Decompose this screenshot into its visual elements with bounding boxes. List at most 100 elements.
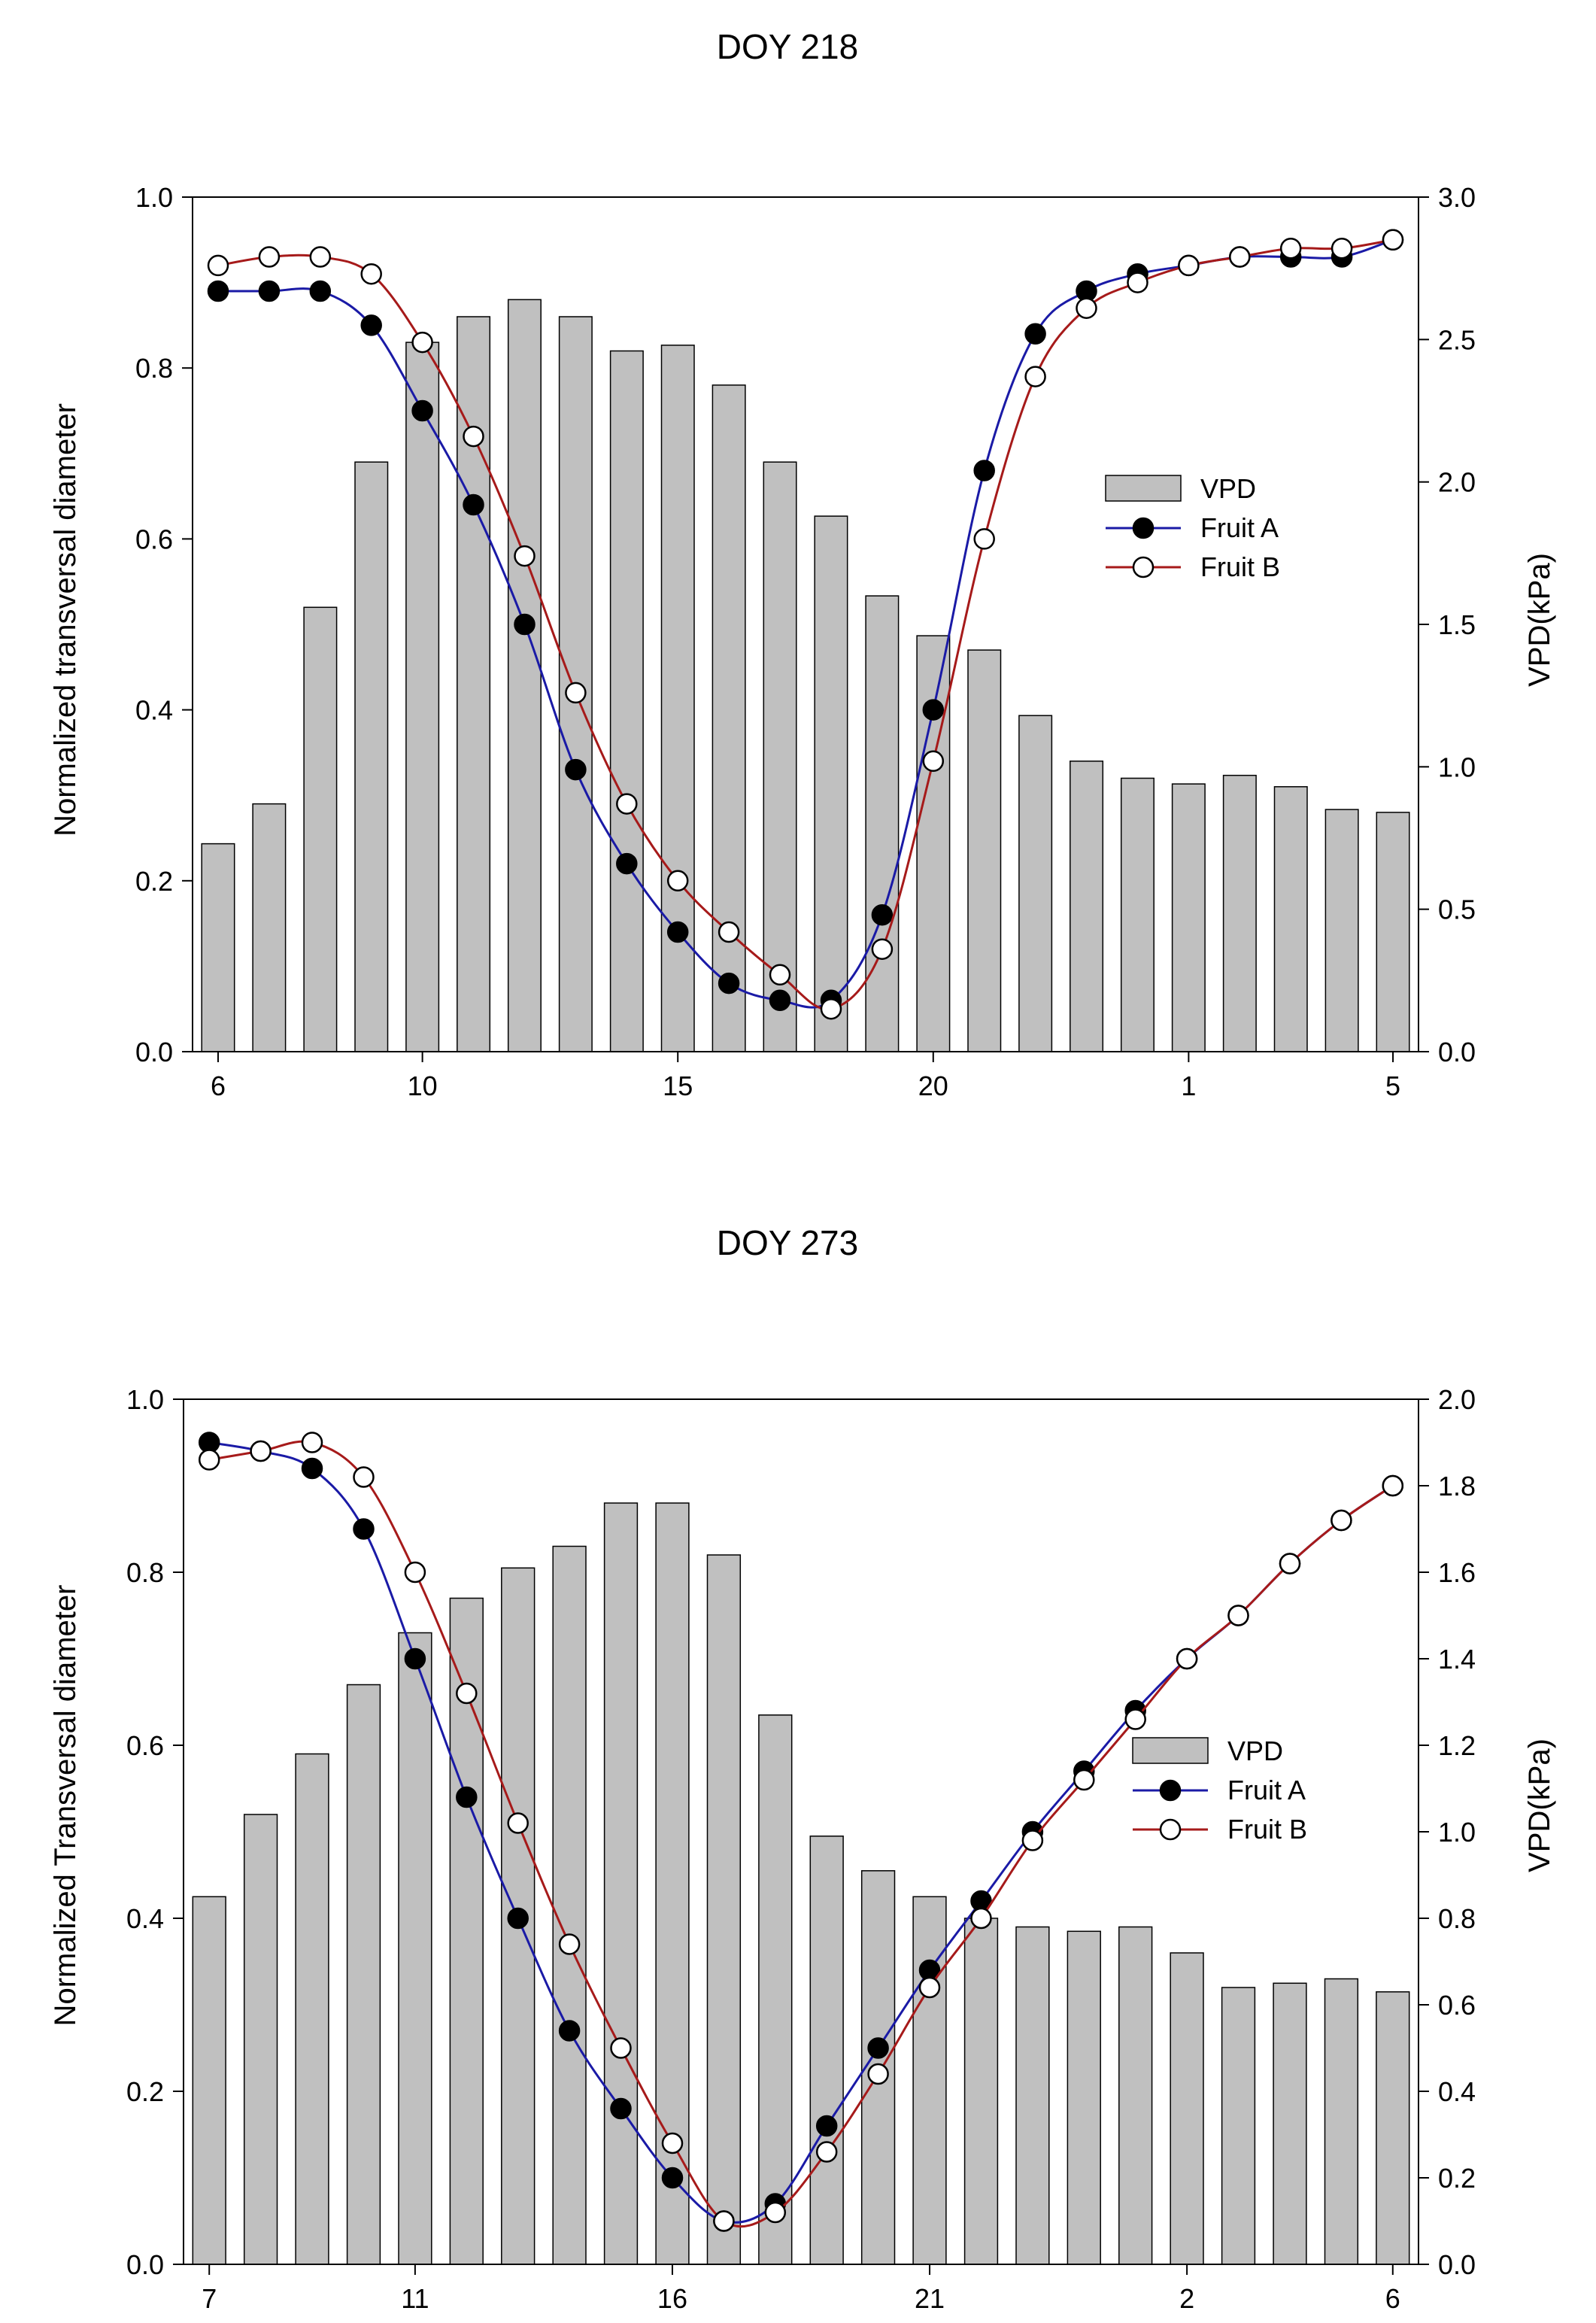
- fruit-b-marker: [353, 1466, 375, 1488]
- legend-vpd-label: VPD: [1227, 1735, 1283, 1766]
- vpd-bar: [912, 1896, 947, 2265]
- vpd-bar: [346, 1684, 381, 2265]
- vpd-bar: [1118, 1926, 1153, 2265]
- fruit-b-marker: [1279, 237, 1302, 260]
- fruit-a-line: [217, 238, 1394, 1009]
- vpd-bar: [1324, 1978, 1359, 2265]
- fruit-a-marker: [616, 852, 638, 875]
- y-tick-label: 0.4: [135, 695, 173, 726]
- fruit-a-marker: [661, 2167, 684, 2189]
- x-tick-label: 16: [657, 2283, 687, 2314]
- fruit-a-marker: [463, 493, 484, 516]
- vpd-bar: [1015, 1926, 1050, 2265]
- legend-fruit-a-marker: [1132, 517, 1155, 539]
- y2-tick-label: 2.0: [1438, 467, 1476, 498]
- fruit-a-marker: [565, 758, 587, 781]
- x-tick-label: 10: [408, 1070, 438, 1101]
- y2-tick-label: 1.2: [1438, 1730, 1476, 1761]
- fruit-b-marker: [258, 246, 281, 268]
- fruit-a-marker: [871, 903, 894, 926]
- vpd-bar: [758, 1714, 793, 2265]
- fruit-b-marker: [463, 425, 484, 448]
- chart-doy-218: DOY 218 Normalized transversal diameter …: [49, 27, 1556, 1101]
- vpd-bar: [295, 1753, 329, 2265]
- legend-fruit-b-label: Fruit B: [1227, 1814, 1307, 1845]
- legend-fruit-a-label: Fruit A: [1227, 1775, 1306, 1805]
- x-tick-label: 11: [401, 2283, 429, 2314]
- vpd-bar: [552, 1545, 587, 2265]
- legend-vpd-label: VPD: [1200, 473, 1256, 504]
- legend-vpd-swatch: [1132, 1737, 1209, 1764]
- fruit-b-marker: [507, 1812, 529, 1834]
- x-tick-label: 6: [1385, 2283, 1400, 2314]
- vpd-bar: [1018, 715, 1053, 1052]
- fruit-b-marker: [616, 793, 638, 815]
- chart-title: DOY 273: [717, 1223, 858, 1262]
- vpd-bar: [712, 384, 746, 1052]
- vpd-bar: [916, 635, 951, 1052]
- fruit-b-line: [208, 1440, 1394, 2228]
- x-tick-label: 5: [1385, 1070, 1400, 1101]
- fruit-b-marker: [973, 528, 995, 550]
- y2-tick-label: 0.5: [1438, 894, 1476, 925]
- vpd-bar: [1273, 1982, 1307, 2265]
- vpd-bar: [1324, 809, 1359, 1052]
- legend-fruit-b-marker: [1132, 556, 1155, 578]
- legend-fruit-a-label: Fruit A: [1200, 512, 1279, 543]
- y-tick-label: 0.4: [126, 1903, 164, 1934]
- vpd-bar: [967, 649, 1002, 1052]
- fruit-a-marker: [258, 280, 281, 302]
- fruit-a-marker: [301, 1457, 323, 1480]
- fruit-a-marker: [514, 613, 536, 636]
- y-tick-label: 0.0: [126, 2249, 164, 2280]
- fruit-b-marker: [514, 545, 536, 567]
- vpd-bar: [1171, 783, 1206, 1052]
- fruit-b-marker: [871, 938, 894, 960]
- fruit-b-marker: [565, 682, 587, 704]
- fruit-a-marker: [353, 1518, 375, 1540]
- fruit-b-marker: [666, 870, 689, 892]
- y2-tick-label: 2.0: [1438, 1384, 1476, 1415]
- y2-tick-label: 1.0: [1438, 1817, 1476, 1848]
- fruit-b-marker: [1331, 1509, 1352, 1532]
- fruit-b-marker: [1229, 246, 1251, 268]
- y-tick-label: 0.6: [135, 524, 173, 554]
- vpd-bar: [1222, 774, 1257, 1052]
- fruit-a-marker: [404, 1647, 426, 1670]
- fruit-a-marker: [360, 314, 382, 336]
- fruit-b-marker: [301, 1432, 323, 1453]
- vpd-bar: [201, 843, 235, 1052]
- fruit-b-marker: [1178, 254, 1200, 277]
- vpd-bar: [603, 1502, 639, 2265]
- fruit-a-marker: [309, 280, 332, 302]
- fruit-b-marker: [1382, 1474, 1404, 1497]
- y2-axis-label: VPD(kPa): [1523, 1738, 1556, 1872]
- y-tick-label: 0.8: [126, 1557, 164, 1588]
- y2-tick-label: 0.0: [1438, 2249, 1476, 2280]
- y2-tick-label: 1.0: [1438, 752, 1476, 782]
- vpd-bar: [192, 1896, 226, 2265]
- x-tick-label: 7: [202, 2283, 217, 2314]
- fruit-b-marker: [718, 921, 740, 943]
- vpd-bar: [243, 1814, 278, 2265]
- fruit-b-marker: [820, 998, 842, 1020]
- fruit-b-marker: [1124, 1708, 1146, 1730]
- vpd-bar: [809, 1836, 844, 2265]
- fruit-a-line: [208, 1441, 1394, 2224]
- fruit-a-marker: [558, 2020, 581, 2042]
- chart-title: DOY 218: [717, 27, 858, 66]
- vpd-bar: [963, 1918, 999, 2265]
- fruit-b-marker: [360, 263, 382, 285]
- y-tick-label: 1.0: [135, 182, 173, 213]
- x-tick-label: 2: [1179, 2283, 1194, 2314]
- fruit-b-marker: [456, 1682, 478, 1705]
- vpd-bar: [1070, 761, 1104, 1052]
- vpd-bar: [706, 1554, 742, 2265]
- fruit-b-marker: [970, 1907, 992, 1930]
- vpd-bar: [1120, 777, 1155, 1052]
- y2-tick-label: 3.0: [1438, 182, 1476, 213]
- legend-fruit-b-marker: [1159, 1818, 1182, 1841]
- fruit-b-marker: [1024, 366, 1046, 387]
- vpd-bar: [252, 803, 287, 1052]
- y-tick-label: 0.2: [135, 866, 173, 897]
